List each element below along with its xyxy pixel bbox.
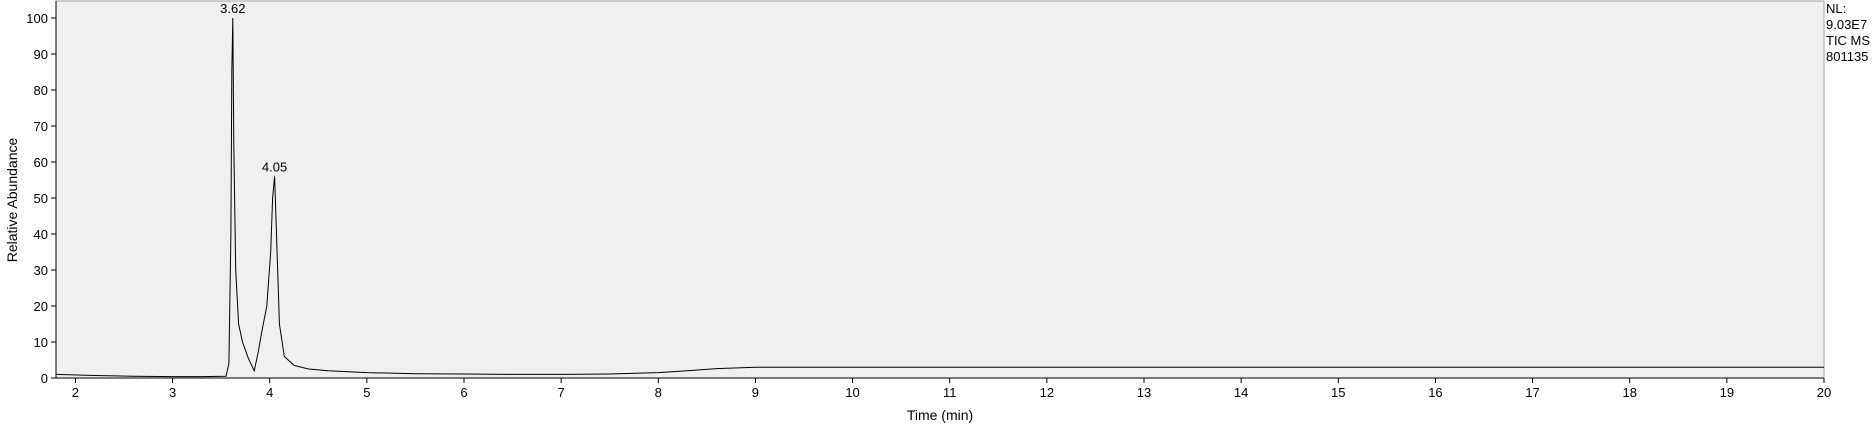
y-tick-label: 40: [34, 227, 48, 242]
peak-label: 3.62: [220, 1, 245, 16]
x-tick-label: 4: [266, 385, 273, 400]
y-tick-label: 50: [34, 191, 48, 206]
tic-trace-line: [55, 17, 1824, 378]
y-tick-label: 90: [34, 47, 48, 62]
x-tick-label: 18: [1622, 385, 1636, 400]
x-tick-label: 6: [460, 385, 467, 400]
tick-labels: 2 3 4 5 6 7 8 9 10 11 12 13 14 15 16 17 18 19 20 0 10 20 30 40 5…: [26, 11, 1831, 400]
x-tick-label: 16: [1428, 385, 1442, 400]
y-tick-label: 100: [26, 11, 48, 26]
y-axis-title: Relative Abundance: [4, 138, 20, 263]
x-tick-label: 17: [1525, 385, 1539, 400]
axes: [55, 1, 1824, 379]
nl-value: 9.03E7: [1826, 17, 1868, 32]
tick-marks: [51, 17, 1825, 383]
x-tick-label: 13: [1137, 385, 1151, 400]
x-tick-label: 3: [169, 385, 176, 400]
y-tick-label: 60: [34, 155, 48, 170]
x-tick-label: 10: [845, 385, 859, 400]
y-tick-label: 30: [34, 263, 48, 278]
x-tick-label: 8: [655, 385, 662, 400]
x-tick-label: 7: [558, 385, 565, 400]
peak-labels: 3.62 4.05: [220, 1, 287, 174]
y-tick-label: 80: [34, 83, 48, 98]
plot-area: [55, 0, 1825, 379]
x-tick-label: 15: [1331, 385, 1345, 400]
instrument-info-panel: NL: 9.03E7 TIC MS 801135: [1826, 1, 1870, 65]
peak-label: 4.05: [262, 159, 287, 174]
sample-id: 801135: [1826, 49, 1869, 64]
x-tick-label: 12: [1040, 385, 1054, 400]
y-tick-label: 70: [34, 119, 48, 134]
y-tick-label: 0: [41, 371, 48, 386]
x-tick-label: 14: [1234, 385, 1248, 400]
nl-label: NL:: [1826, 1, 1847, 16]
y-tick-label: 10: [34, 335, 48, 350]
scan-filter-label: TIC MS: [1826, 33, 1871, 48]
x-tick-label: 11: [943, 385, 957, 400]
x-tick-label: 2: [72, 385, 79, 400]
x-tick-label: 20: [1817, 385, 1831, 400]
x-tick-label: 9: [752, 385, 759, 400]
y-tick-label: 20: [34, 299, 48, 314]
x-tick-label: 5: [363, 385, 370, 400]
x-axis-title: Time (min): [907, 407, 973, 423]
x-tick-label: 19: [1720, 385, 1734, 400]
